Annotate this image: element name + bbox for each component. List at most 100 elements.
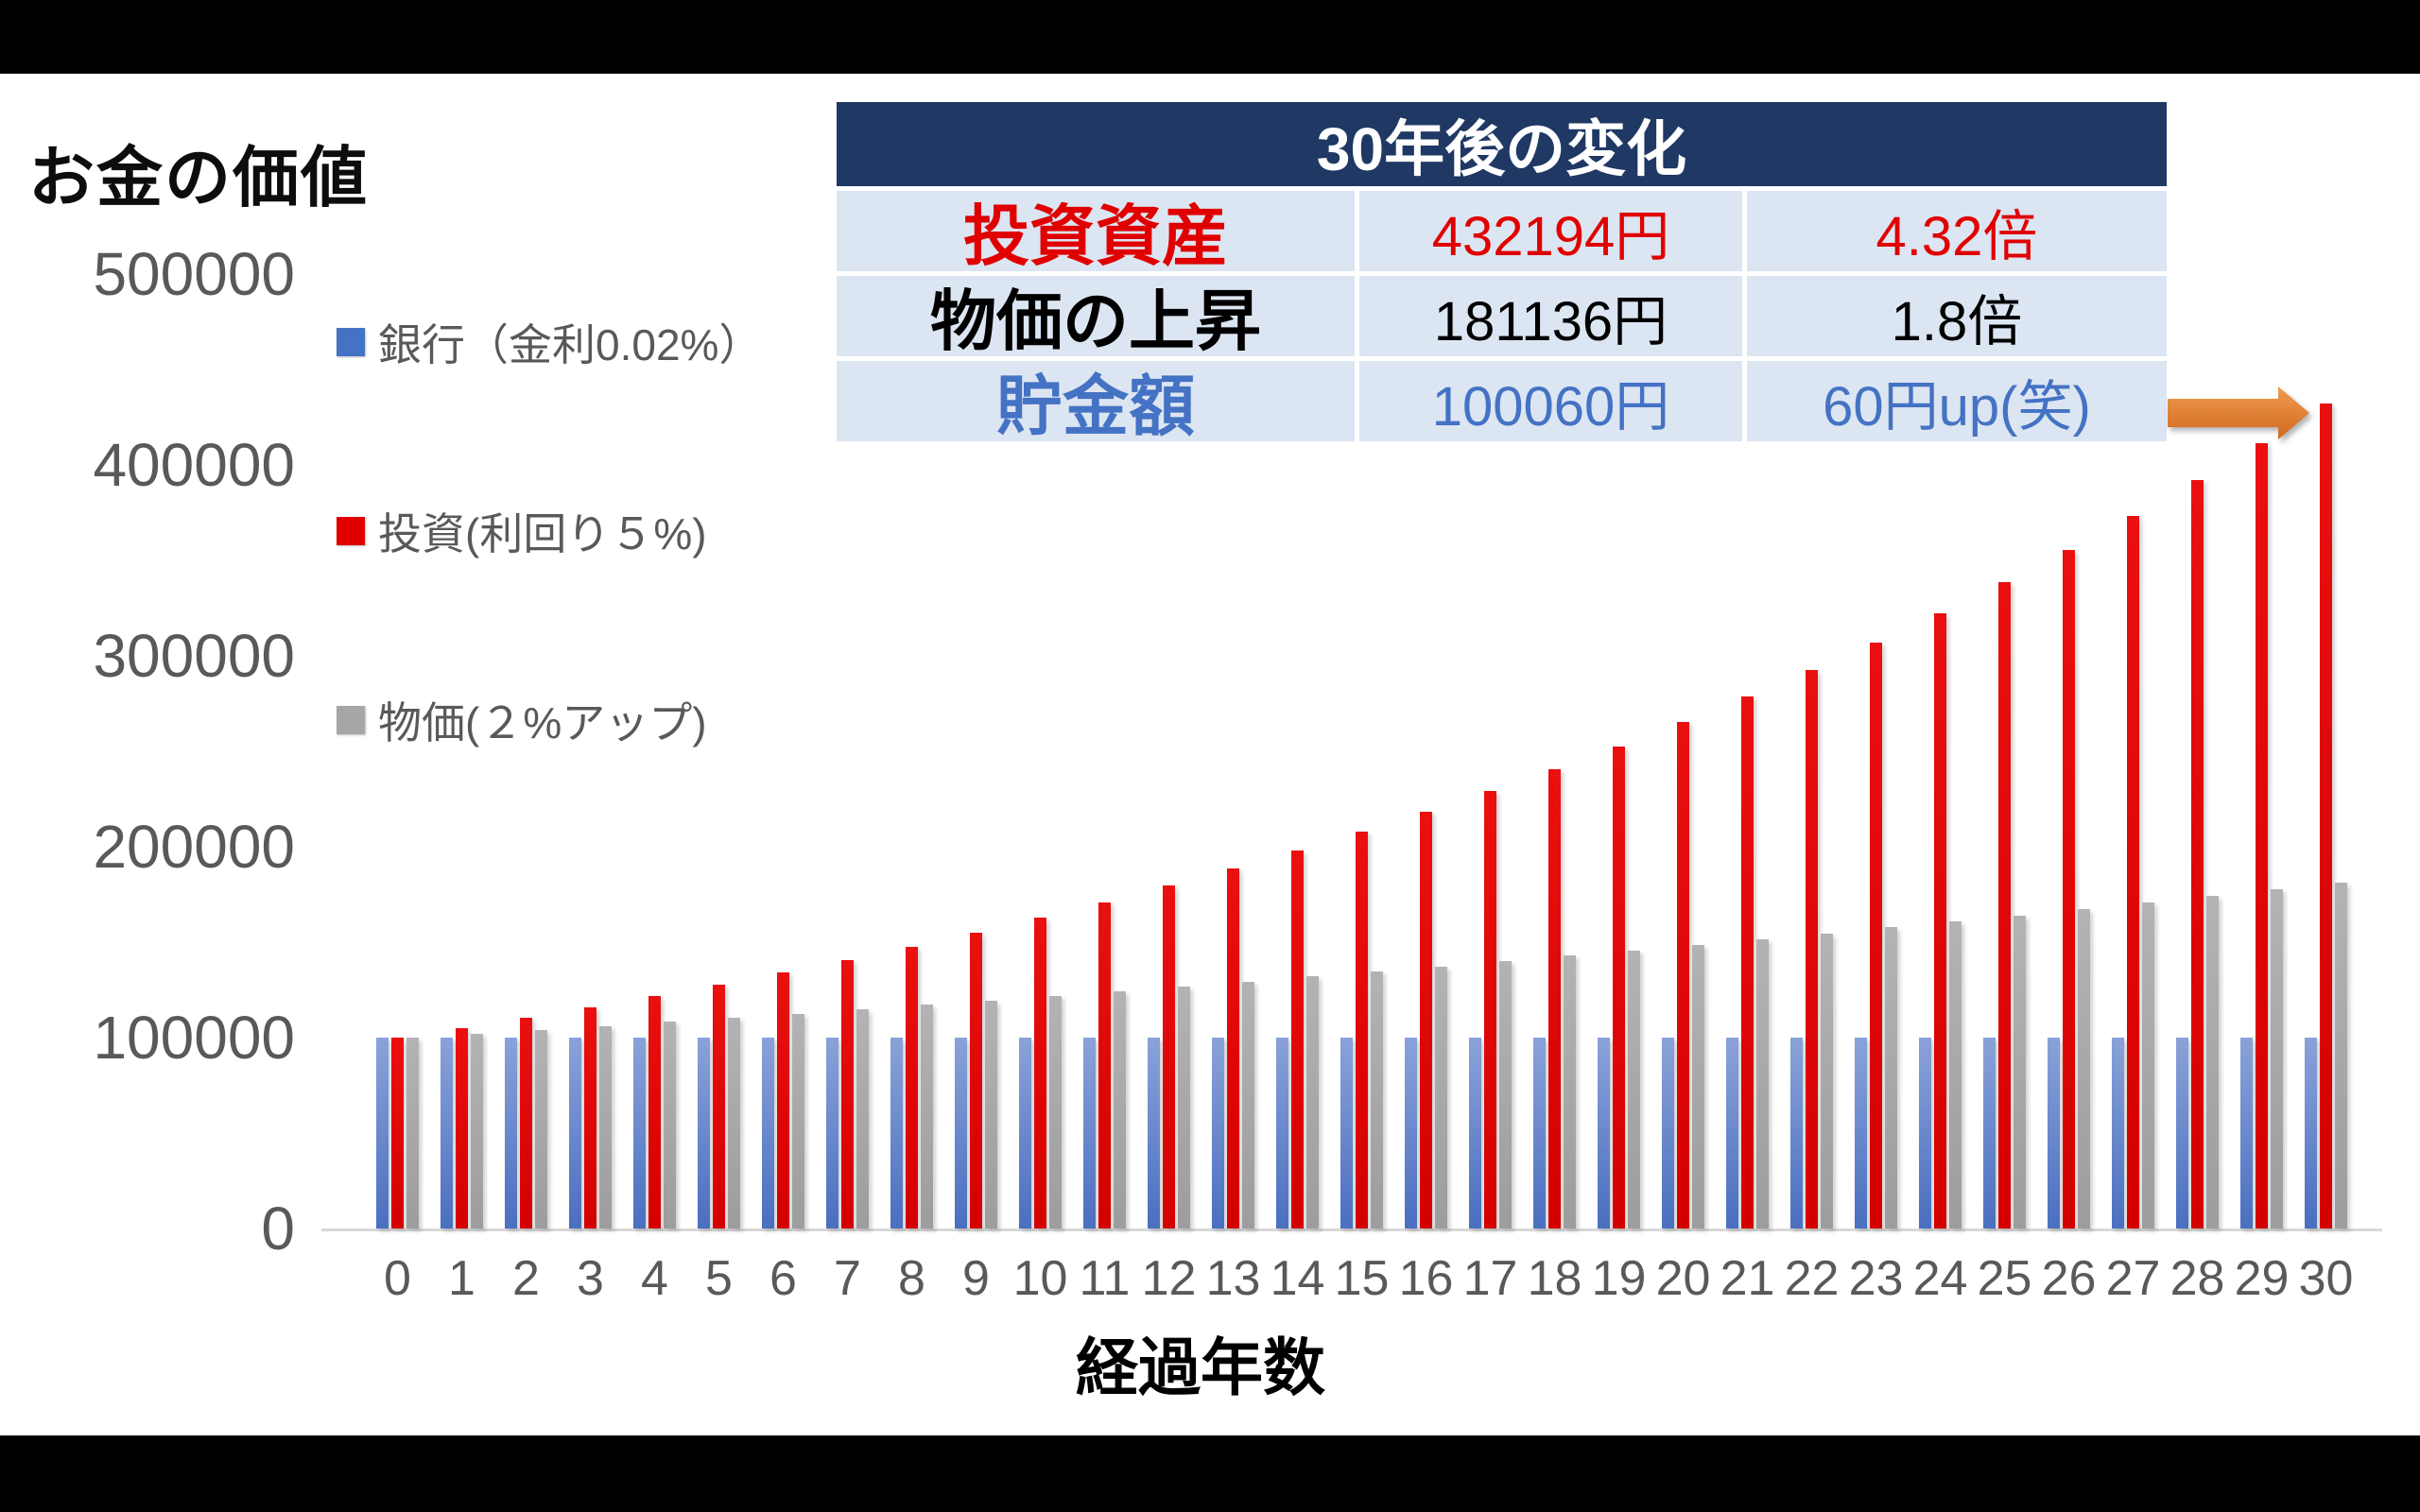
bar-s0-year-7	[826, 1037, 838, 1228]
x-tick-label: 24	[1912, 1251, 1968, 1306]
bar-s2-year-7	[856, 1008, 869, 1228]
bar-s2-year-19	[1628, 950, 1640, 1228]
bar-s0-year-3	[569, 1037, 581, 1228]
x-axis-line	[321, 1228, 2382, 1231]
bar-s0-year-29	[2240, 1037, 2253, 1228]
summary-table-title: 30年後の変化	[837, 102, 2167, 186]
x-tick-label: 3	[577, 1251, 604, 1306]
bar-s1-year-15	[1356, 832, 1368, 1228]
bar-s2-year-1	[471, 1033, 483, 1228]
x-tick-label: 6	[769, 1251, 797, 1306]
x-tick-label: 4	[641, 1251, 668, 1306]
bar-s2-year-5	[728, 1017, 740, 1228]
x-tick-label: 10	[1012, 1251, 1068, 1306]
y-tick-label: 0	[261, 1194, 295, 1263]
letterbox-bottom	[0, 1435, 2420, 1512]
bar-s0-year-4	[633, 1037, 646, 1228]
bar-s1-year-9	[970, 932, 982, 1228]
bar-s1-year-22	[1806, 670, 1818, 1228]
bar-s0-year-14	[1276, 1037, 1288, 1228]
bar-s0-year-22	[1790, 1037, 1803, 1228]
bar-s0-year-18	[1533, 1037, 1546, 1228]
table-row-multiple-price: 1.8倍	[1747, 276, 2167, 356]
x-tick-label: 25	[1977, 1251, 2032, 1306]
x-tick-label: 12	[1141, 1251, 1197, 1306]
bar-s2-year-9	[985, 1000, 997, 1228]
bar-s0-year-25	[1983, 1037, 1996, 1228]
bar-s0-year-5	[698, 1037, 710, 1228]
bar-s2-year-26	[2078, 908, 2090, 1228]
x-tick-label: 7	[834, 1251, 861, 1306]
bar-s0-year-6	[762, 1037, 774, 1228]
x-tick-label: 22	[1784, 1251, 1840, 1306]
bar-s2-year-18	[1564, 955, 1576, 1228]
x-tick-label: 27	[2105, 1251, 2161, 1306]
bar-s1-year-7	[841, 959, 854, 1228]
x-tick-label: 26	[2041, 1251, 2097, 1306]
x-tick-label: 23	[1848, 1251, 1904, 1306]
x-tick-label: 2	[512, 1251, 540, 1306]
table-row-multiple-investment: 4.32倍	[1747, 191, 2167, 271]
x-tick-label: 17	[1462, 1251, 1518, 1306]
legend-item-investment: 投資(利回り５%)	[337, 503, 707, 559]
legend-swatch-bank-icon	[337, 328, 365, 356]
bar-s1-year-16	[1420, 812, 1432, 1228]
bar-s1-year-18	[1548, 768, 1561, 1228]
bar-s2-year-8	[921, 1005, 933, 1228]
bar-s2-year-2	[535, 1029, 547, 1228]
x-tick-label: 11	[1079, 1251, 1131, 1306]
bar-s1-year-8	[906, 946, 918, 1228]
bar-s2-year-14	[1306, 976, 1319, 1228]
y-tick-label: 300000	[93, 622, 295, 690]
x-tick-label: 29	[2234, 1251, 2290, 1306]
x-tick-label: 18	[1527, 1251, 1582, 1306]
y-tick-label: 100000	[93, 1004, 295, 1072]
bar-s1-year-23	[1870, 642, 1882, 1228]
bar-s1-year-26	[2063, 549, 2075, 1228]
x-tick-label: 28	[2169, 1251, 2225, 1306]
bar-s2-year-24	[1949, 921, 1962, 1228]
bar-s2-year-6	[792, 1013, 804, 1228]
bar-s2-year-12	[1178, 986, 1190, 1228]
y-tick-label: 500000	[93, 240, 295, 308]
legend-swatch-price-icon	[337, 706, 365, 734]
letterbox-top	[0, 0, 2420, 74]
bar-s1-year-10	[1034, 917, 1046, 1228]
bar-s1-year-25	[1998, 581, 2011, 1228]
bar-s1-year-29	[2256, 442, 2268, 1228]
table-row-multiple-savings: 60円up(笑)	[1747, 361, 2167, 441]
bar-s0-year-17	[1469, 1037, 1481, 1228]
bar-s1-year-27	[2127, 515, 2139, 1228]
summary-table: 30年後の変化 投資資産 432194円 4.32倍 物価の上昇 181136円…	[837, 102, 2167, 443]
bar-s1-year-19	[1613, 746, 1625, 1228]
bar-s0-year-27	[2112, 1037, 2124, 1228]
bar-s1-year-4	[648, 996, 661, 1228]
bar-s2-year-3	[599, 1025, 612, 1228]
x-tick-label: 8	[898, 1251, 925, 1306]
bar-s1-year-20	[1677, 722, 1689, 1228]
bar-s0-year-2	[505, 1037, 517, 1228]
x-tick-label: 16	[1398, 1251, 1454, 1306]
bar-s1-year-2	[520, 1018, 532, 1228]
bar-s1-year-11	[1098, 902, 1111, 1228]
bar-s1-year-28	[2191, 480, 2204, 1228]
bar-s2-year-22	[1821, 933, 1833, 1228]
bar-s1-year-12	[1163, 885, 1175, 1228]
bar-s2-year-4	[664, 1022, 676, 1228]
bar-s1-year-5	[713, 985, 725, 1228]
bar-s2-year-25	[2014, 915, 2026, 1228]
bar-s0-year-23	[1855, 1037, 1867, 1228]
x-tick-label: 0	[384, 1251, 411, 1306]
legend-label-price: 物価(２%アップ)	[378, 698, 707, 747]
bar-s2-year-17	[1499, 961, 1512, 1228]
bar-s0-year-24	[1919, 1037, 1931, 1228]
bar-s2-year-0	[406, 1038, 419, 1228]
x-tick-label: 14	[1270, 1251, 1325, 1306]
bar-s0-year-13	[1212, 1037, 1224, 1228]
x-tick-label: 5	[705, 1251, 733, 1306]
table-row-amount-savings: 100060円	[1359, 361, 1742, 441]
bar-s1-year-30	[2320, 403, 2332, 1228]
x-tick-label: 20	[1655, 1251, 1711, 1306]
x-axis-title: 経過年数	[1076, 1332, 1325, 1402]
